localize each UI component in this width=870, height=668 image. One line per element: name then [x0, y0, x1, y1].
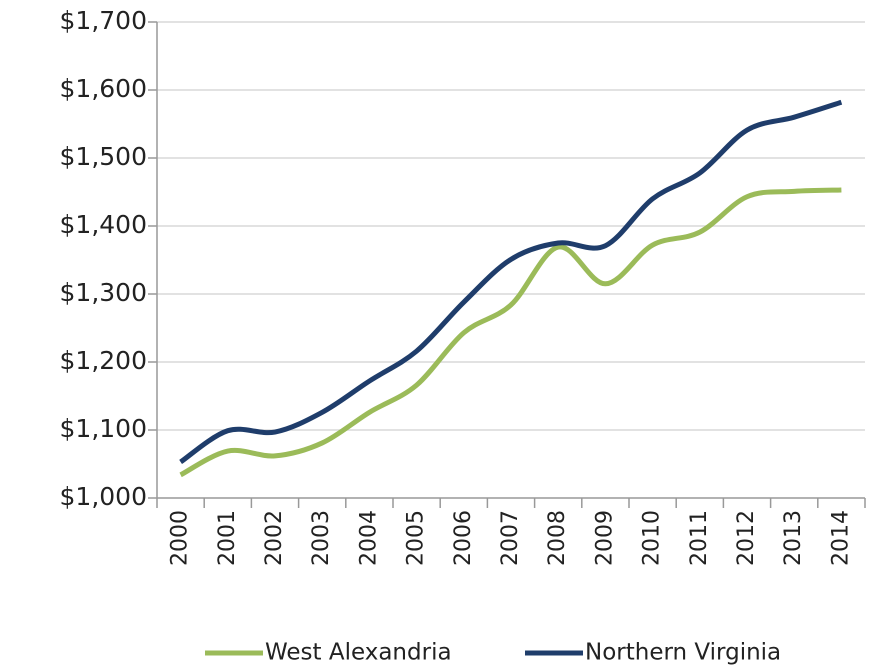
x-tick-label: 2004: [356, 510, 381, 566]
y-tick-label: $1,600: [60, 74, 147, 103]
y-tick-label: $1,700: [60, 6, 147, 35]
x-tick-label: 2007: [498, 510, 523, 566]
x-tick-label: 2000: [168, 510, 193, 566]
x-tick-label: 2005: [404, 510, 429, 566]
series-line: [179, 187, 842, 478]
x-tick-label: 2014: [828, 510, 853, 566]
x-tick-label: 2013: [781, 510, 806, 566]
y-tick-label: $1,400: [60, 210, 147, 239]
x-tick-label: 2002: [262, 510, 287, 566]
legend-label: Northern Virginia: [585, 640, 781, 666]
y-tick-label: $1,000: [60, 482, 147, 511]
y-tick-label: $1,100: [60, 414, 147, 443]
x-tick-label: 2006: [451, 510, 476, 566]
x-tick-label: 2009: [592, 510, 617, 566]
legend-label: West Alexandria: [265, 640, 452, 666]
x-tick-label: 2001: [215, 510, 240, 566]
y-tick-label: $1,500: [60, 142, 147, 171]
x-tick-label: 2010: [640, 510, 665, 566]
x-tick-label: 2012: [734, 510, 759, 566]
x-tick-label: 2003: [309, 510, 334, 566]
x-tick-label: 2008: [545, 510, 570, 566]
x-tick-label: 2011: [687, 510, 712, 566]
y-tick-label: $1,200: [60, 346, 147, 375]
y-tick-label: $1,300: [60, 278, 147, 307]
series-line: [179, 99, 843, 465]
